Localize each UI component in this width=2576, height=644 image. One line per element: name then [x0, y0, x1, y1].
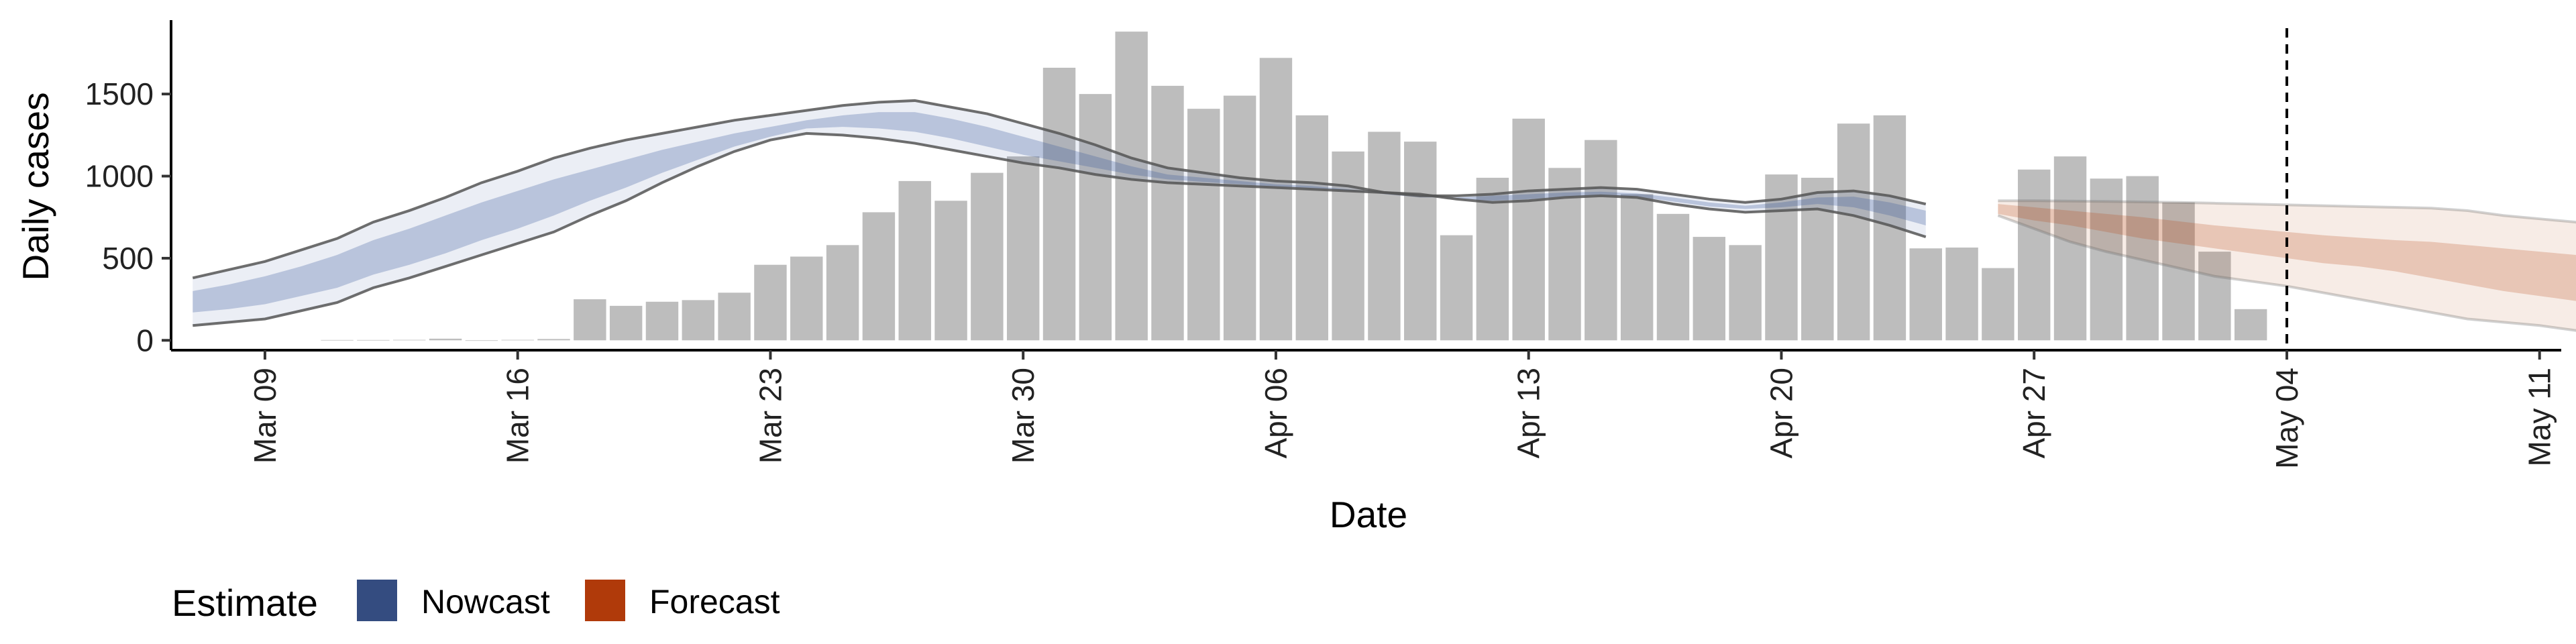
- bar: [537, 339, 570, 341]
- bar: [1693, 237, 1726, 341]
- bar: [1945, 248, 1978, 341]
- x-tick-label: Mar 16: [500, 368, 535, 464]
- nowcast-band-outer: [193, 100, 1926, 326]
- legend-swatch-forecast: [585, 580, 625, 621]
- bar: [1476, 177, 1509, 341]
- legend-label-forecast: Forecast: [649, 583, 780, 621]
- bar: [357, 339, 390, 341]
- bar: [2090, 178, 2123, 341]
- bar: [574, 299, 606, 341]
- bar: [682, 300, 715, 341]
- bar: [1765, 174, 1798, 341]
- x-tick-label: May 04: [2269, 368, 2304, 469]
- bar: [1512, 118, 1545, 341]
- bar: [393, 339, 426, 341]
- nowcast-upper-line: [192, 99, 1927, 280]
- bar: [321, 339, 354, 341]
- bar: [1620, 194, 1654, 341]
- legend-title: Estimate: [172, 582, 318, 624]
- bar: [1368, 131, 1401, 341]
- x-tick-label: Mar 09: [248, 368, 282, 464]
- y-tick-label: 1000: [85, 159, 154, 194]
- bar: [826, 245, 859, 341]
- x-tick-label: Apr 27: [2017, 368, 2051, 459]
- axes: 0 500 1000 1500 Mar 09 Mar 16 Mar 23 Mar 30 Apr …: [85, 20, 2561, 469]
- bar: [1006, 156, 1040, 341]
- forecast-band-inner: [1998, 204, 2576, 301]
- legend-swatch-nowcast: [357, 580, 397, 621]
- forecast-lower-line: [1997, 214, 2576, 332]
- bar: [971, 172, 1004, 341]
- plot-area: [192, 28, 2576, 350]
- x-tick-label: Apr 06: [1258, 368, 1293, 459]
- bar: [1332, 151, 1364, 341]
- bar: [2234, 309, 2267, 341]
- nowcast-lower-line: [193, 131, 1927, 327]
- bar: [2126, 176, 2159, 341]
- x-tick-label: May 11: [2522, 368, 2557, 466]
- bar: [1187, 109, 1220, 341]
- bar: [1042, 67, 1076, 341]
- y-tick-label: 0: [136, 323, 154, 358]
- forecast-upper-line: [1998, 199, 2576, 224]
- bar: [465, 340, 498, 341]
- x-axis-title: Date: [1330, 494, 1407, 535]
- nowcast-band-inner: [193, 112, 1926, 313]
- bar: [1909, 248, 1942, 341]
- bar: [1585, 140, 1617, 341]
- y-tick-label: 1500: [85, 76, 154, 111]
- bar: [2162, 202, 2195, 341]
- bar: [1295, 115, 1328, 341]
- x-tick-label: Mar 23: [753, 368, 788, 464]
- bar: [754, 264, 787, 341]
- bar: [1259, 58, 1293, 341]
- bar: [934, 201, 967, 341]
- bar: [1837, 123, 1870, 341]
- bar: [1982, 268, 2015, 341]
- bar: [429, 338, 462, 341]
- bar: [862, 212, 896, 341]
- bar: [2198, 252, 2231, 341]
- legend-label-nowcast: Nowcast: [421, 583, 550, 621]
- bar: [645, 301, 679, 341]
- bar: [609, 305, 643, 341]
- bar: [898, 180, 931, 341]
- forecast-band-outer: [1998, 201, 2576, 331]
- bar: [501, 339, 534, 341]
- x-tick-label: Apr 13: [1511, 368, 1546, 459]
- bar: [1440, 235, 1473, 341]
- bar: [1079, 94, 1112, 341]
- bar: [790, 256, 823, 341]
- x-tick-label: Mar 30: [1006, 368, 1040, 464]
- bar: [1656, 213, 1690, 341]
- bar: [1115, 32, 1148, 341]
- bar: [1223, 95, 1256, 341]
- bar: [1801, 177, 1834, 341]
- bar: [1404, 142, 1437, 341]
- bar: [1729, 245, 1762, 341]
- bar: [1151, 85, 1184, 341]
- x-tick-label: Apr 20: [1764, 368, 1799, 459]
- bar: [2017, 169, 2051, 341]
- y-axis-title: Daily cases: [15, 92, 56, 280]
- bar: [2053, 156, 2087, 341]
- bar: [718, 292, 751, 341]
- legend: Estimate Nowcast Forecast: [172, 580, 780, 624]
- y-tick-label: 500: [102, 241, 154, 276]
